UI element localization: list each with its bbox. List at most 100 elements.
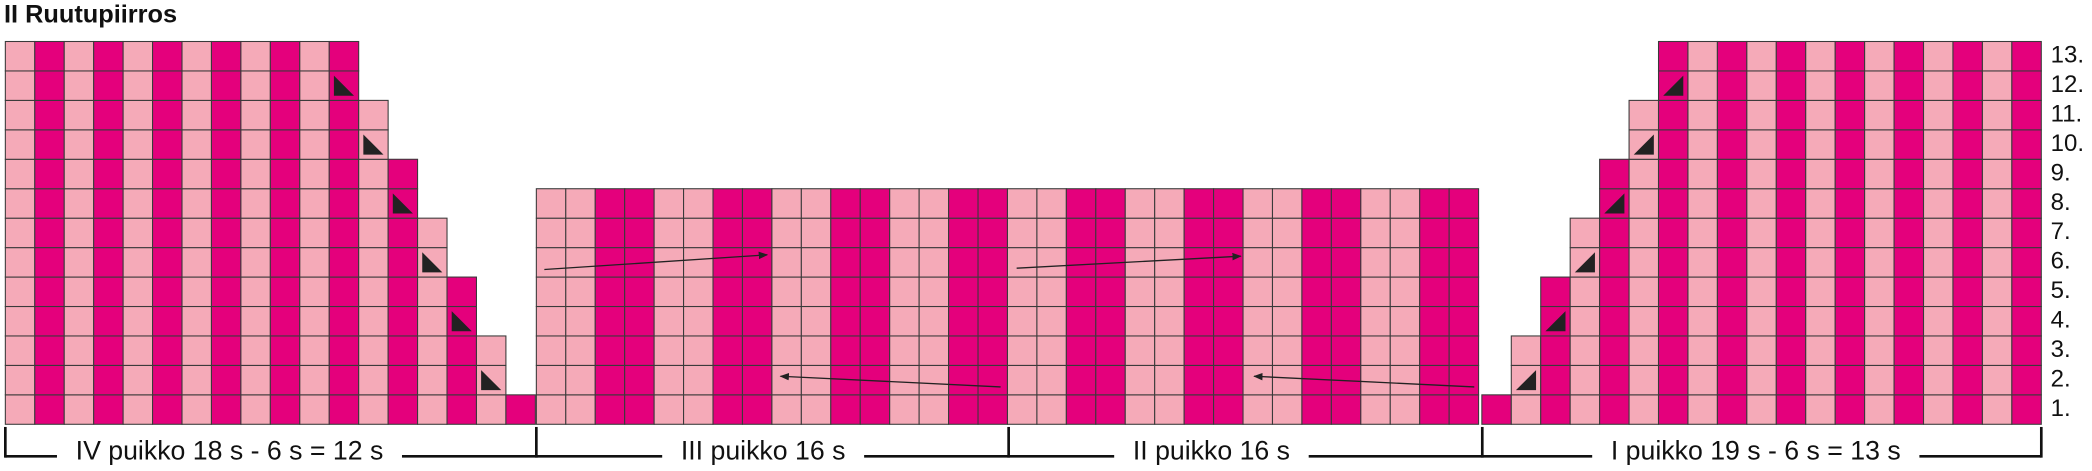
stitch-cell [1389, 217, 1421, 249]
stitch-cell [299, 70, 330, 101]
stitch-cell [1154, 247, 1185, 278]
stitch-cell [771, 364, 802, 396]
stitch-cell [358, 335, 389, 366]
stitch-cell [93, 158, 124, 190]
stitch-cell [1154, 364, 1185, 396]
stitch-cell [1360, 276, 1391, 308]
stitch-cell [34, 40, 65, 72]
stitch-cell [1981, 305, 2013, 337]
stitch-cell [1775, 276, 1807, 308]
stitch-cell [1154, 394, 1185, 425]
stitch-cell [181, 276, 212, 308]
stitch-cell [1330, 394, 1362, 425]
stitch-cell [889, 188, 920, 219]
stitch-cell [1687, 99, 1718, 131]
direction-arrow [779, 372, 1001, 388]
stitch-cell [1746, 99, 1777, 131]
stitch-cell [240, 247, 271, 278]
stitch-cell [683, 364, 714, 396]
stitch-cell [1271, 335, 1303, 366]
stitch-cell [1301, 394, 1332, 425]
stitch-cell [417, 364, 448, 396]
stitch-cell [1834, 129, 1866, 160]
stitch-cell [1213, 305, 1244, 337]
stitch-cell [93, 335, 124, 366]
stitch-cell [1716, 394, 1748, 425]
stitch-cell [1065, 305, 1097, 337]
stitch-cell [1657, 335, 1689, 366]
stitch-cell [122, 99, 154, 131]
stitch-cell [1952, 364, 1983, 396]
stitch-cell [2011, 129, 2042, 160]
stitch-cell [771, 247, 802, 278]
stitch-cell [358, 188, 389, 219]
stitch-cell [1775, 158, 1807, 190]
stitch-cell [122, 305, 154, 337]
stitch-cell [1448, 335, 1480, 366]
stitch-cell [1893, 394, 1925, 425]
stitch-cell [210, 158, 242, 190]
stitch-cell [446, 276, 477, 308]
stitch-cell [93, 40, 124, 72]
stitch-cell [712, 364, 743, 396]
stitch-cell [1893, 70, 1925, 101]
stitch-cell [1805, 70, 1836, 101]
stitch-cell [1805, 99, 1836, 131]
stitch-cell [4, 394, 36, 425]
stitch-cell [210, 247, 242, 278]
stitch-cell [1952, 99, 1983, 131]
stitch-cell [93, 70, 124, 101]
stitch-cell [34, 217, 65, 249]
stitch-cell [152, 188, 183, 219]
stitch-cell [181, 217, 212, 249]
stitch-cell [1893, 217, 1925, 249]
stitch-cell [535, 305, 567, 337]
stitch-cell [1036, 276, 1067, 308]
stitch-cell [977, 276, 1009, 308]
stitch-cell [1419, 394, 1450, 425]
stitch-cell [269, 70, 301, 101]
stitch-cell [918, 276, 950, 308]
stitch-cell [358, 158, 389, 190]
stitch-cell [210, 217, 242, 249]
stitch-cell [1628, 158, 1660, 190]
stitch-cell [299, 129, 330, 160]
stitch-cell [1448, 394, 1480, 425]
stitch-cell [859, 394, 891, 425]
stitch-cell [34, 129, 65, 160]
stitch-cell [1864, 217, 1895, 249]
stitch-cell [1389, 335, 1421, 366]
stitch-cell [1922, 217, 1954, 249]
stitch-cell [1154, 276, 1185, 308]
stitch-cell [1095, 276, 1126, 308]
stitch-cell [1448, 364, 1480, 396]
decrease-symbol [1545, 311, 1566, 332]
stitch-cell [771, 335, 802, 366]
stitch-cell [34, 335, 65, 366]
stitch-cell [93, 276, 124, 308]
stitch-cell [1716, 217, 1748, 249]
stitch-cell [1271, 305, 1303, 337]
stitch-cell [1006, 247, 1038, 278]
stitch-cell [2011, 276, 2042, 308]
stitch-cell [1864, 305, 1895, 337]
stitch-cell [1628, 305, 1660, 337]
stitch-cell [1213, 188, 1244, 219]
stitch-cell [1301, 335, 1332, 366]
stitch-cell [1922, 129, 1954, 160]
stitch-cell [1510, 335, 1542, 366]
section-label: I puikko 19 s - 6 s = 13 s [1611, 435, 1901, 465]
stitch-cell [594, 305, 626, 337]
stitch-cell [240, 40, 271, 72]
stitch-cell [269, 364, 301, 396]
stitch-cell [889, 394, 920, 425]
stitch-cell [181, 305, 212, 337]
stitch-cell [1124, 394, 1156, 425]
stitch-cell [152, 335, 183, 366]
decrease-symbol [333, 75, 355, 96]
stitch-cell [1775, 188, 1807, 219]
stitch-cell [1301, 276, 1332, 308]
stitch-cell [152, 247, 183, 278]
stitch-cell [800, 335, 832, 366]
stitch-cell [240, 305, 271, 337]
